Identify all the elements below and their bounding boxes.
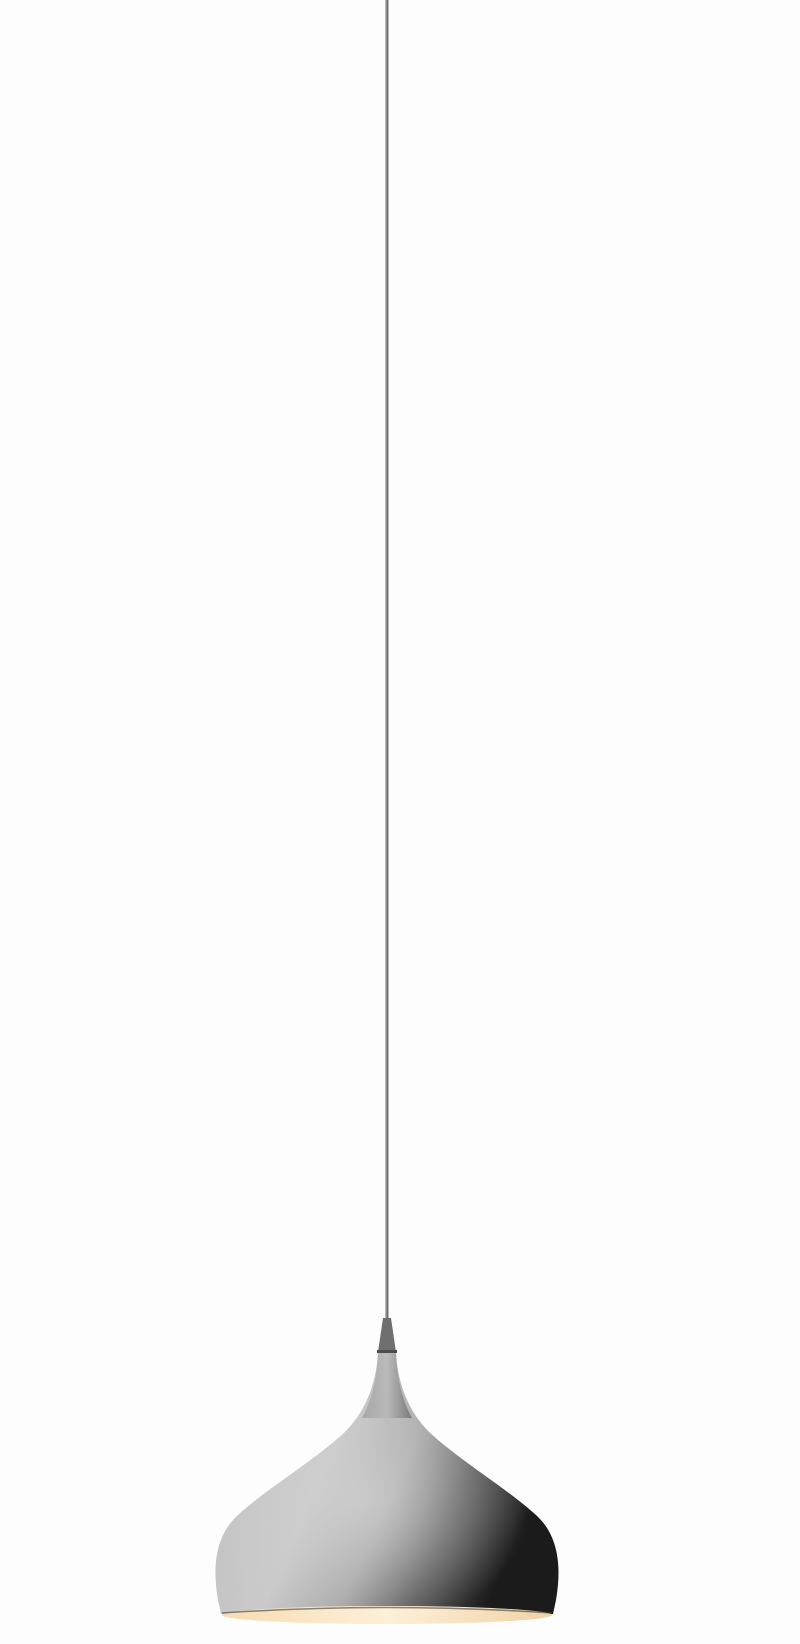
shade-inner-glow <box>222 1606 552 1624</box>
cord-grip <box>378 1318 396 1352</box>
shade-neck <box>362 1353 412 1418</box>
